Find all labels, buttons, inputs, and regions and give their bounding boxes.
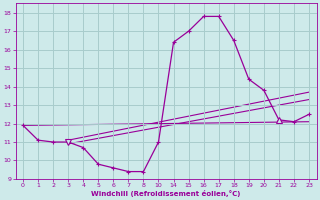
- X-axis label: Windchill (Refroidissement éolien,°C): Windchill (Refroidissement éolien,°C): [91, 190, 241, 197]
